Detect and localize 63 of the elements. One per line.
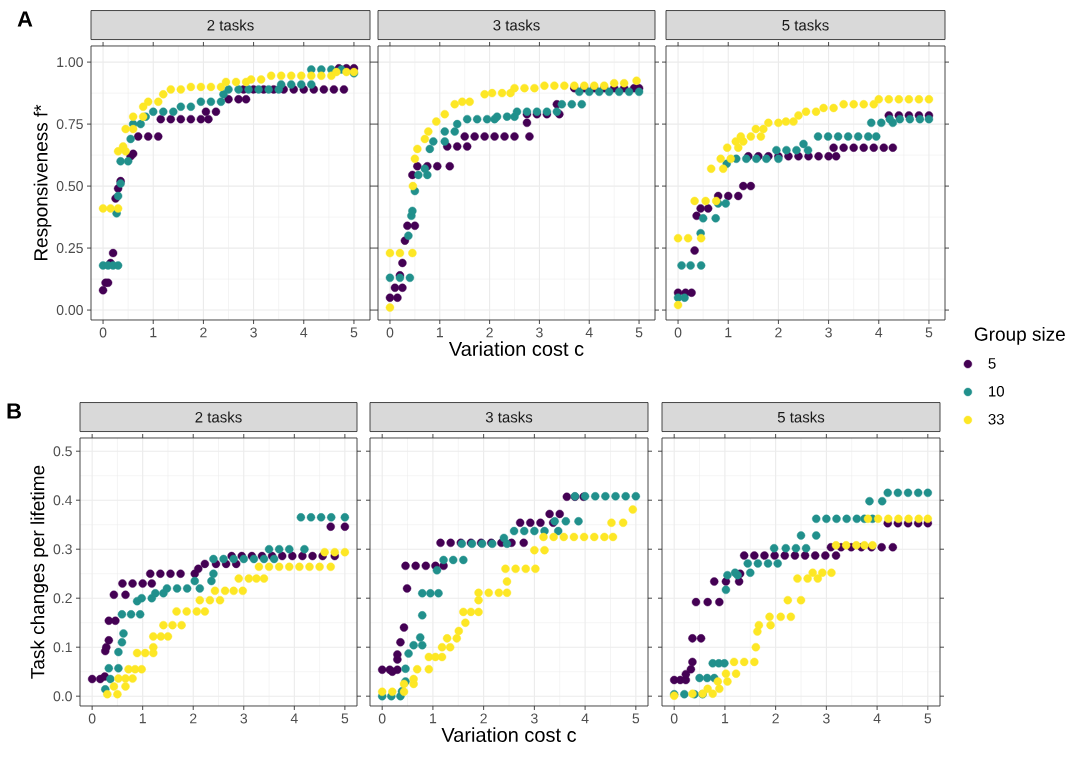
chart-title: 5 tasks bbox=[777, 411, 825, 423]
x-tick-label: 1 bbox=[139, 713, 146, 724]
x-tick-label: 0 bbox=[386, 327, 394, 338]
x-tick-label: 5 bbox=[635, 327, 643, 338]
x-tick-label: 2 bbox=[486, 327, 493, 338]
legend-label: 33 bbox=[988, 413, 1004, 425]
x-tick-label: 3 bbox=[823, 713, 830, 724]
x-tick-label: 5 bbox=[924, 713, 932, 724]
x-tick-label: 0 bbox=[99, 327, 107, 338]
x-tick-label: 3 bbox=[240, 713, 248, 724]
y-tick-label: 0.1 bbox=[53, 642, 72, 653]
x-tick-label: 3 bbox=[250, 327, 257, 338]
y-tick-label: 0.4 bbox=[53, 495, 73, 506]
x-tick-label: 0 bbox=[88, 713, 96, 724]
y-axis-title: Responsiveness f* bbox=[33, 104, 52, 261]
x-tick-label: 5 bbox=[925, 327, 933, 338]
x-tick-label: 5 bbox=[632, 713, 640, 724]
x-tick-label: 1 bbox=[722, 713, 729, 724]
x-tick-label: 2 bbox=[772, 713, 779, 724]
y-tick-label: 0.50 bbox=[56, 181, 83, 192]
x-tick-label: 4 bbox=[581, 713, 589, 724]
x-tick-label: 0 bbox=[378, 713, 386, 724]
x-tick-label: 1 bbox=[150, 327, 157, 338]
chart-title: 3 tasks bbox=[485, 411, 533, 423]
chart-title: 5 tasks bbox=[782, 19, 829, 31]
x-tick-label: 4 bbox=[290, 713, 298, 724]
x-tick-label: 0 bbox=[674, 327, 682, 338]
x-tick-label: 1 bbox=[725, 327, 732, 338]
y-tick-label: 0.0 bbox=[53, 691, 72, 702]
x-tick-label: 0 bbox=[670, 713, 678, 724]
x-tick-label: 1 bbox=[430, 713, 437, 724]
y-tick-label: 0.3 bbox=[53, 544, 72, 555]
y-tick-label: 0.00 bbox=[56, 305, 83, 316]
x-axis-title: Variation cost c bbox=[441, 727, 577, 742]
x-tick-label: 2 bbox=[190, 713, 197, 724]
x-tick-label: 4 bbox=[585, 327, 593, 338]
x-tick-label: 1 bbox=[436, 327, 443, 338]
y-tick-label: 0.25 bbox=[56, 243, 83, 254]
x-tick-label: 5 bbox=[350, 327, 358, 338]
x-tick-label: 3 bbox=[825, 327, 832, 338]
x-tick-label: 2 bbox=[775, 327, 782, 338]
x-tick-label: 2 bbox=[480, 713, 487, 724]
chart-title: 2 tasks bbox=[207, 19, 254, 31]
y-tick-label: 1.00 bbox=[57, 57, 83, 68]
chart-title: 2 tasks bbox=[195, 411, 242, 423]
text: A bbox=[17, 11, 33, 27]
legend-label: 10 bbox=[989, 386, 1004, 397]
chart-title: 3 tasks bbox=[493, 19, 540, 31]
y-axis-title: Task changes per lifetime bbox=[30, 465, 49, 679]
x-tick-label: 4 bbox=[300, 327, 308, 338]
text: B bbox=[7, 403, 21, 419]
y-tick-label: 0.75 bbox=[56, 119, 83, 130]
legend-label: 5 bbox=[988, 358, 996, 369]
x-tick-label: 4 bbox=[875, 327, 883, 338]
x-tick-label: 4 bbox=[873, 713, 881, 724]
x-tick-label: 3 bbox=[531, 713, 538, 724]
y-tick-label: 0.2 bbox=[53, 593, 72, 604]
legend-title: Group size bbox=[974, 326, 1065, 345]
x-tick-label: 3 bbox=[536, 327, 543, 338]
x-axis-title: Variation cost c bbox=[448, 341, 584, 356]
x-tick-label: 5 bbox=[341, 713, 349, 724]
y-tick-label: 0.5 bbox=[53, 446, 72, 457]
x-tick-label: 2 bbox=[200, 327, 207, 338]
